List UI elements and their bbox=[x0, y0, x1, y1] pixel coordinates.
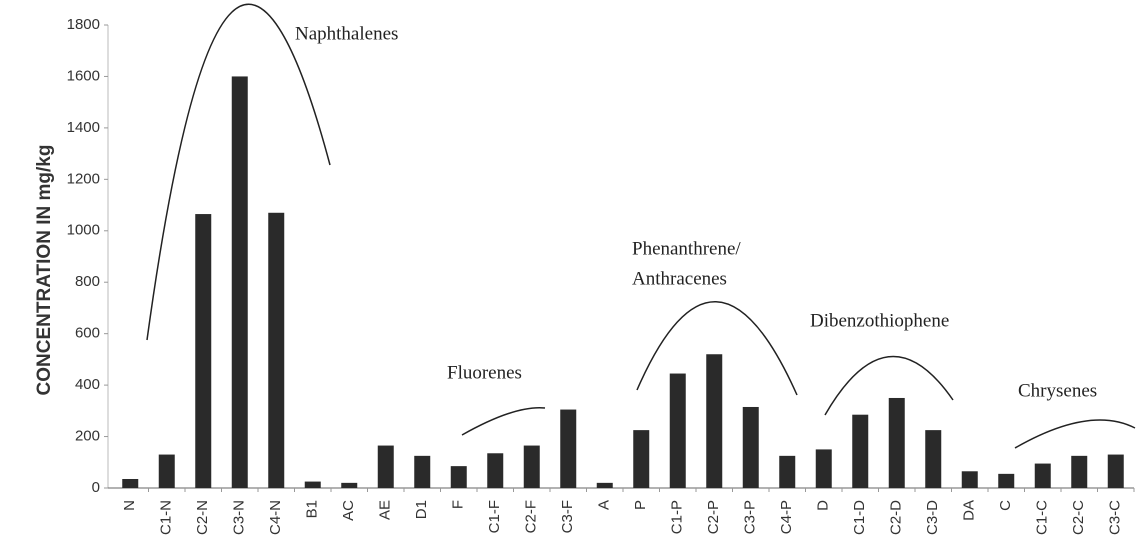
bar bbox=[779, 455, 796, 488]
bar bbox=[1071, 455, 1088, 488]
x-tick-label: C3-C bbox=[1107, 500, 1124, 535]
bar bbox=[596, 482, 613, 488]
group-arc bbox=[146, 3, 331, 341]
bar bbox=[742, 406, 759, 488]
x-tick-label: P bbox=[632, 500, 649, 510]
x-tick-label: DA bbox=[961, 500, 978, 521]
group-label: Anthracenes bbox=[632, 268, 727, 289]
x-tick-label: B1 bbox=[304, 500, 321, 518]
x-tick-label: C2-D bbox=[888, 500, 905, 535]
x-tick-label: F bbox=[450, 500, 467, 509]
x-tick-label: C2-N bbox=[194, 500, 211, 535]
x-tick-label: N bbox=[121, 500, 138, 511]
bar bbox=[852, 414, 869, 488]
x-tick-label: C4-P bbox=[778, 500, 795, 534]
y-tick-label: 1800 bbox=[67, 16, 100, 33]
bar bbox=[560, 409, 577, 488]
bar bbox=[487, 453, 504, 488]
x-tick-label: C1-F bbox=[486, 500, 503, 533]
x-tick-label: AE bbox=[377, 500, 394, 520]
x-tick-label: C3-D bbox=[924, 500, 941, 535]
group-arc bbox=[1014, 419, 1136, 449]
x-tick-label: D bbox=[815, 500, 832, 511]
x-tick-label: C3-P bbox=[742, 500, 759, 534]
bar bbox=[669, 373, 686, 488]
x-tick-label: C1-D bbox=[851, 500, 868, 535]
y-tick-label: 600 bbox=[75, 325, 100, 342]
group-arc bbox=[461, 406, 546, 436]
x-tick-label: C2-F bbox=[523, 500, 540, 533]
y-tick-label: 800 bbox=[75, 273, 100, 290]
bar bbox=[450, 466, 467, 488]
y-tick-label: 400 bbox=[75, 376, 100, 393]
bar bbox=[961, 471, 978, 488]
x-tick-label: AC bbox=[340, 500, 357, 521]
bar bbox=[195, 214, 212, 488]
group-label: Naphthalenes bbox=[295, 23, 398, 44]
x-tick-label: C1-P bbox=[669, 500, 686, 534]
bar bbox=[998, 473, 1015, 488]
bar bbox=[1034, 463, 1051, 488]
x-tick-label: C2-P bbox=[705, 500, 722, 534]
bar bbox=[268, 212, 285, 488]
group-arc bbox=[636, 301, 798, 396]
bar bbox=[706, 354, 723, 488]
bar bbox=[815, 449, 832, 488]
bar bbox=[1107, 454, 1124, 488]
bar bbox=[304, 481, 321, 488]
bar bbox=[122, 478, 139, 488]
group-label: Phenanthrene/ bbox=[632, 238, 741, 259]
bar bbox=[925, 430, 942, 488]
group-label: Chrysenes bbox=[1018, 380, 1097, 401]
bar bbox=[523, 445, 540, 488]
bar bbox=[633, 430, 650, 488]
x-tick-label: C3-F bbox=[559, 500, 576, 533]
bar bbox=[414, 455, 431, 488]
y-tick-label: 1000 bbox=[67, 222, 100, 239]
x-tick-label: A bbox=[596, 500, 613, 510]
y-tick-label: 1600 bbox=[67, 67, 100, 84]
x-tick-label: C4-N bbox=[267, 500, 284, 535]
x-tick-label: C bbox=[997, 500, 1014, 511]
x-tick-label: C1-C bbox=[1034, 500, 1051, 535]
y-tick-label: 200 bbox=[75, 428, 100, 445]
bar bbox=[888, 397, 905, 488]
group-label: Fluorenes bbox=[447, 362, 522, 383]
x-tick-label: C2-C bbox=[1070, 500, 1087, 535]
y-tick-label: 1200 bbox=[67, 170, 100, 187]
y-tick-label: 1400 bbox=[67, 119, 100, 136]
bar bbox=[158, 454, 175, 488]
group-arc bbox=[824, 355, 954, 416]
group-label: Dibenzothiophene bbox=[810, 310, 949, 331]
x-tick-label: C1-N bbox=[158, 500, 175, 535]
x-tick-label: D1 bbox=[413, 500, 430, 519]
bar bbox=[377, 445, 394, 488]
bar bbox=[341, 482, 358, 488]
x-tick-label: C3-N bbox=[231, 500, 248, 535]
y-axis-title: CONCENTRATION IN mg/kg bbox=[34, 145, 55, 396]
bar bbox=[231, 76, 248, 488]
y-tick-label: 0 bbox=[92, 479, 100, 496]
